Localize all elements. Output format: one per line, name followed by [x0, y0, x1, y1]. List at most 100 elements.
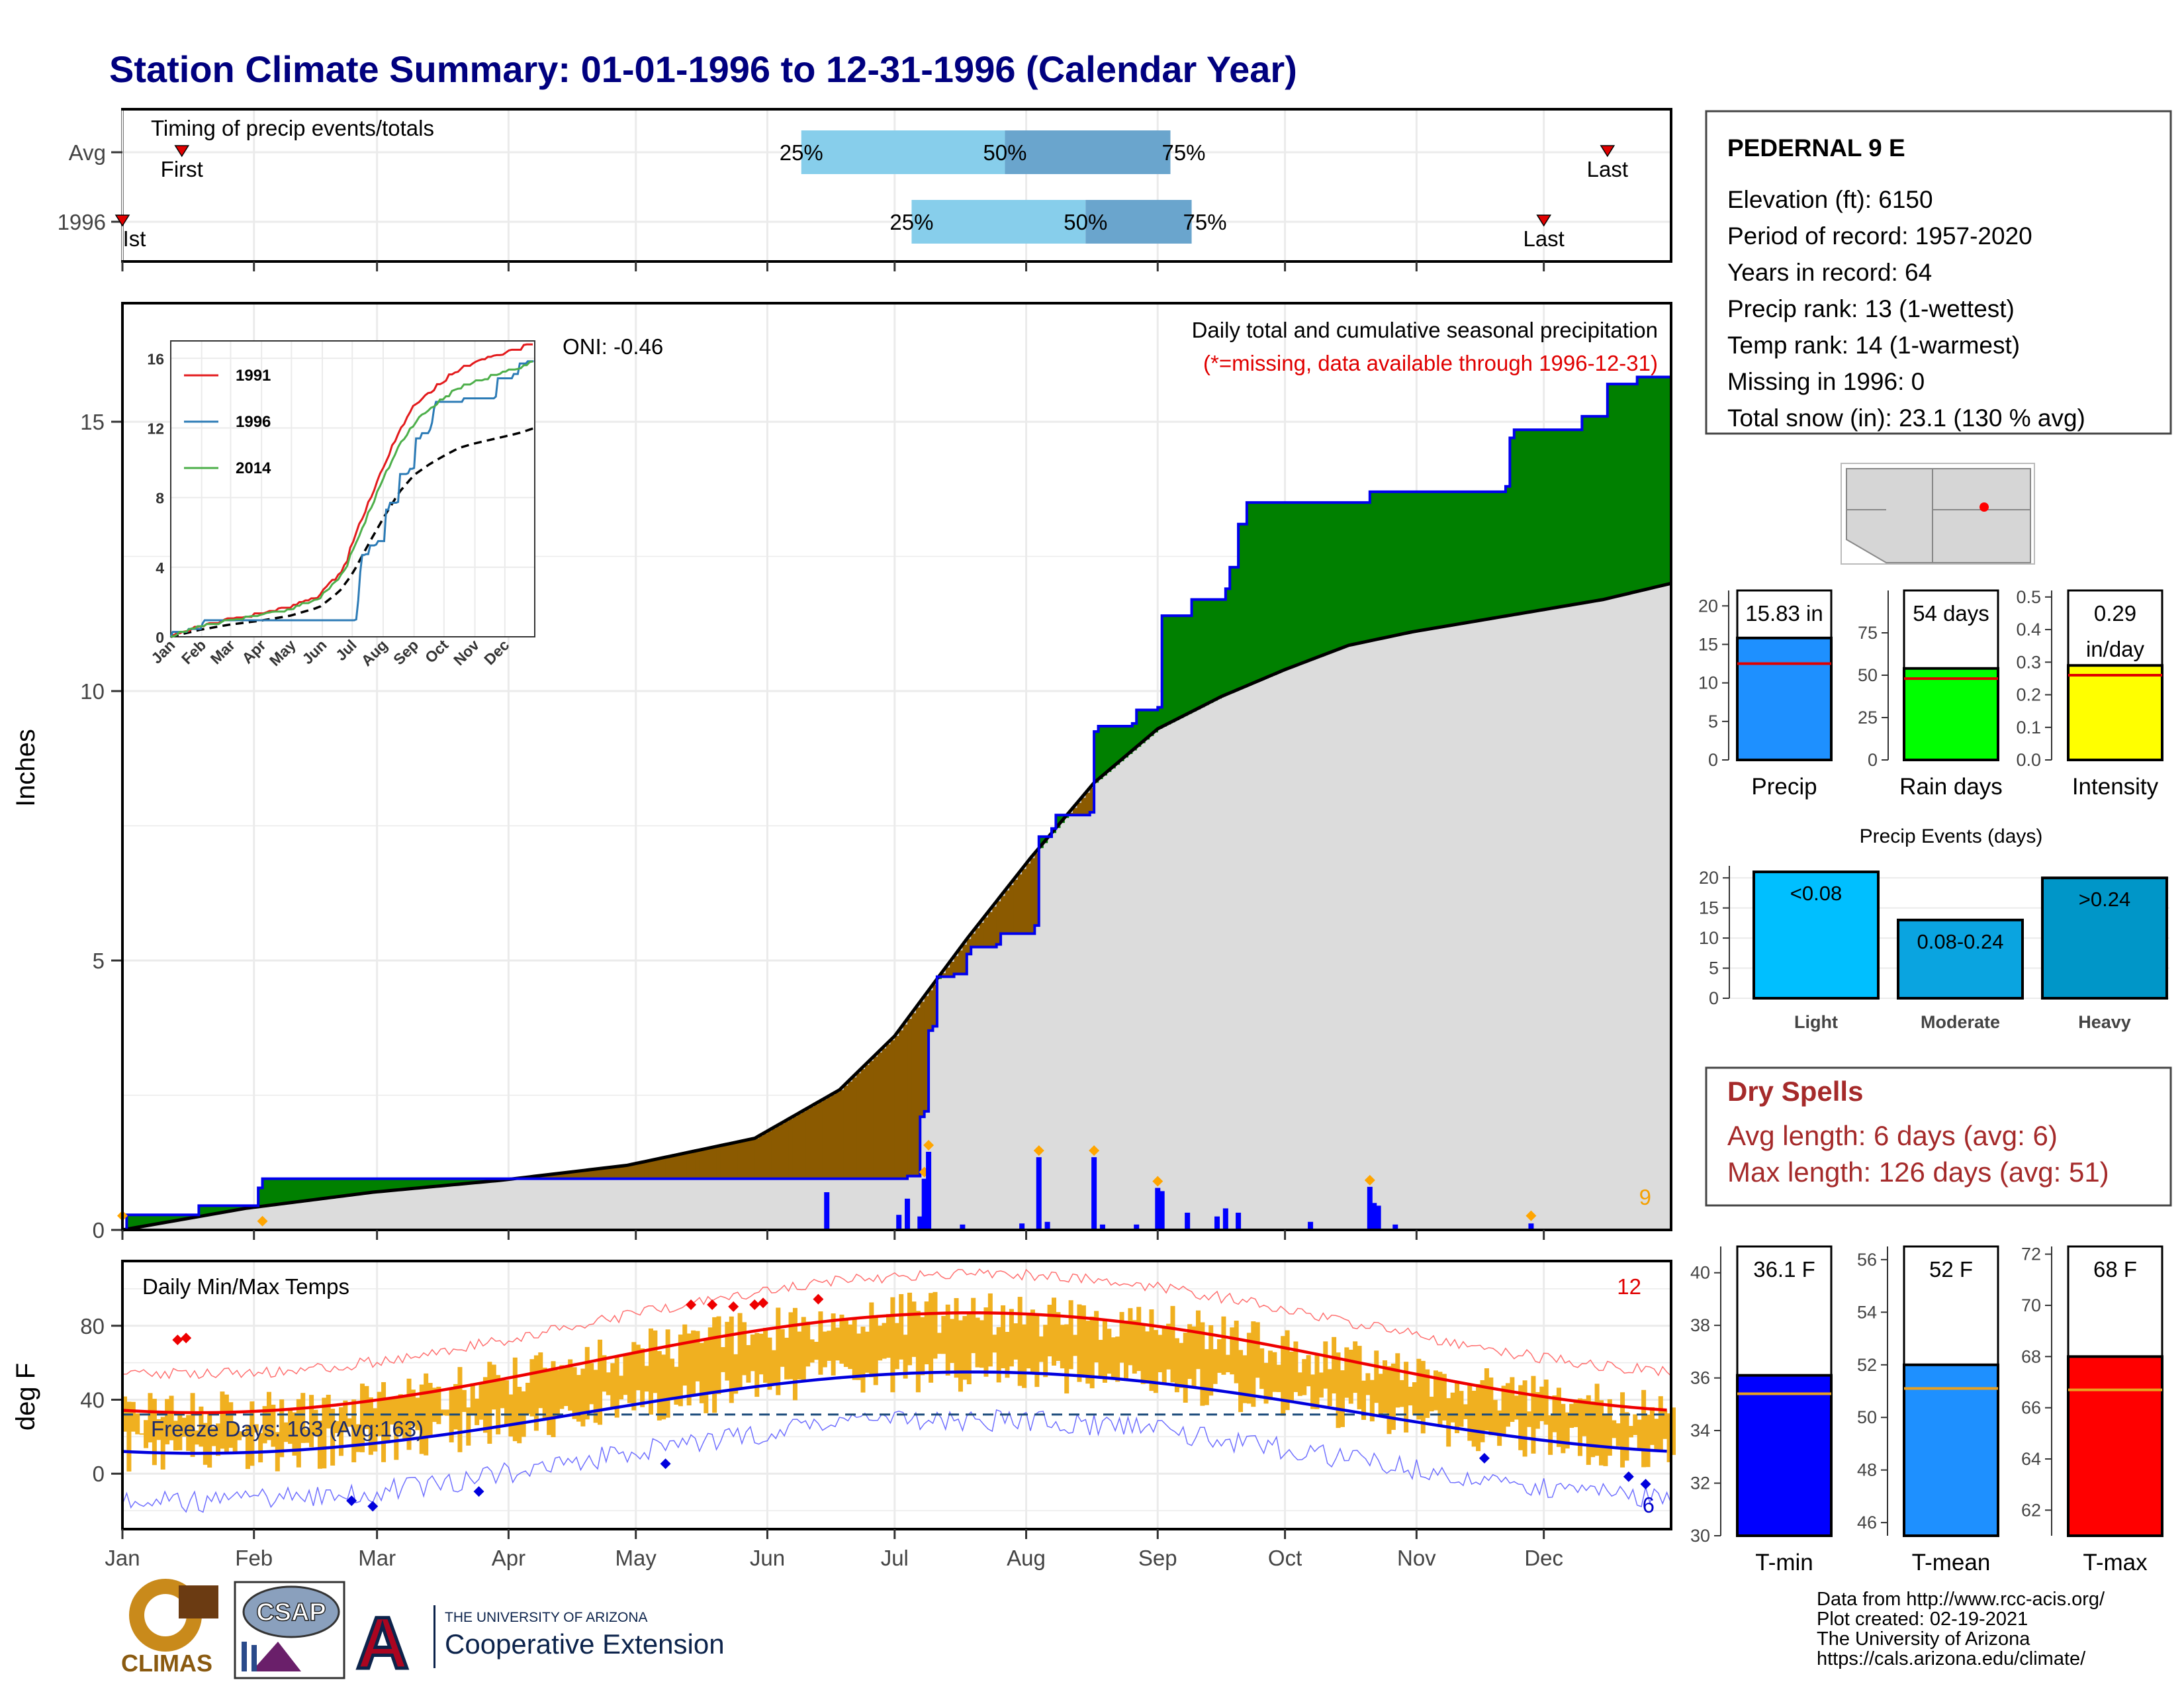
deficit-segment — [987, 912, 993, 947]
surplus-segment — [177, 1215, 183, 1221]
daily-temp-bar — [334, 1421, 340, 1433]
daily-temp-bar — [496, 1375, 501, 1434]
daily-temp-bar — [445, 1409, 450, 1416]
daily-temp-bar — [1408, 1386, 1413, 1406]
stat-ytick-label: 64 — [2021, 1449, 2041, 1469]
csap-logo-text: CSAP — [256, 1599, 326, 1626]
surplus-segment — [1573, 430, 1578, 605]
daily-temp-bar — [635, 1344, 641, 1391]
daily-temp-bar — [1586, 1395, 1591, 1465]
record-high-marker — [728, 1301, 739, 1312]
daily-temp-bar — [1085, 1321, 1091, 1384]
normal-min-line — [122, 1370, 1667, 1455]
daily-temp-bar — [1234, 1321, 1239, 1383]
stat-name-label: Intensity — [2072, 774, 2159, 800]
daily-temp-bar — [368, 1397, 373, 1455]
daily-temp-bar — [313, 1409, 318, 1436]
daily-temp-bar — [712, 1317, 717, 1413]
surplus-segment — [338, 1178, 343, 1197]
daily-temp-bar — [173, 1421, 178, 1451]
daily-temp-bar — [788, 1312, 794, 1380]
daily-temp-bar — [975, 1317, 980, 1368]
daily-temp-bar — [245, 1425, 250, 1470]
daily-temp-bar — [1030, 1309, 1035, 1372]
surplus-segment — [360, 1178, 365, 1194]
daily-temp-bar — [1293, 1341, 1298, 1392]
deficit-segment — [758, 1135, 764, 1179]
surplus-segment — [1480, 491, 1485, 621]
stat-bar-chart: 0.0 0.1 0.2 0.3 0.4 0.5 0.29 in/day Intensity — [2016, 587, 2163, 800]
oni-label: ONI: -0.46 — [563, 334, 663, 359]
daily-temp-bar — [1174, 1338, 1179, 1393]
timing-row-label: Avg — [69, 140, 106, 165]
daily-temp-bar — [271, 1405, 276, 1447]
daily-temp-bar — [1187, 1324, 1193, 1380]
station-info-line: Temp rank: 14 (1-warmest) — [1727, 332, 2020, 359]
daily-temp-bar — [1056, 1312, 1061, 1361]
record-low-marker — [473, 1486, 484, 1497]
timing-bar-50-75 — [1085, 200, 1192, 244]
record-min-line — [122, 1409, 1672, 1513]
footer-line-1: Data from http://www.rcc-acis.org/ — [1817, 1589, 2105, 1610]
surplus-segment — [1497, 491, 1502, 618]
deficit-segment — [619, 1166, 624, 1179]
events-bar — [2041, 876, 2168, 1000]
deficit-segment — [665, 1157, 670, 1179]
surplus-segment — [220, 1205, 225, 1213]
daily-temp-bar — [598, 1339, 603, 1425]
missing-note: (*=missing, data available through 1996-… — [1203, 351, 1658, 375]
daily-temp-bar — [1208, 1325, 1214, 1396]
daily-precip-bar — [1222, 1208, 1228, 1230]
surplus-segment — [1357, 502, 1362, 644]
daily-temp-bar — [907, 1292, 913, 1366]
daily-temp-bar — [657, 1350, 662, 1421]
inset-border — [170, 340, 535, 637]
daily-temp-bar — [915, 1311, 921, 1393]
surplus-segment — [1128, 726, 1133, 755]
daily-temp-bar — [623, 1354, 628, 1395]
daily-temp-bar — [941, 1315, 946, 1354]
deficit-segment — [856, 1073, 862, 1179]
deficit-segment — [653, 1160, 658, 1179]
surplus-segment — [1565, 430, 1570, 606]
surplus-segment — [1586, 416, 1591, 603]
daily-temp-bar — [801, 1317, 806, 1381]
daily-temp-bar — [653, 1330, 658, 1393]
extreme-precip-marker — [1033, 1145, 1044, 1156]
daily-temp-bar — [602, 1355, 607, 1392]
daily-temp-bar — [1289, 1351, 1295, 1402]
ua-logo-small: THE UNIVERSITY OF ARIZONA — [445, 1610, 648, 1625]
daily-temp-bar — [1463, 1404, 1468, 1419]
surplus-segment — [1374, 491, 1379, 640]
surplus-segment — [1594, 416, 1600, 601]
daily-precip-bar — [917, 1216, 923, 1230]
daily-temp-bar — [614, 1357, 619, 1418]
daily-temp-bar — [813, 1342, 819, 1360]
daily-temp-bar — [1242, 1355, 1248, 1403]
daily-temp-bar — [203, 1423, 208, 1465]
surplus-segment — [373, 1178, 378, 1193]
surplus-segment — [173, 1215, 178, 1221]
daily-temp-bar — [1340, 1370, 1345, 1427]
daily-temp-bar — [750, 1334, 755, 1372]
surplus-segment — [126, 1215, 132, 1229]
surplus-segment — [199, 1205, 204, 1217]
surplus-segment — [415, 1178, 420, 1189]
surplus-segment — [203, 1205, 208, 1216]
deficit-segment — [614, 1166, 619, 1179]
deficit-segment — [1005, 890, 1010, 934]
deficit-segment — [729, 1143, 734, 1179]
surplus-segment — [1098, 726, 1103, 779]
surplus-segment — [368, 1178, 373, 1193]
daily-temp-bar — [1522, 1380, 1527, 1457]
daily-temp-bar — [190, 1393, 195, 1457]
daily-temp-bar — [1387, 1366, 1392, 1434]
surplus-segment — [1441, 491, 1447, 627]
daily-temp-bar — [686, 1333, 692, 1406]
stat-value-bar — [1903, 667, 1999, 762]
surplus-segment — [216, 1205, 221, 1214]
surplus-segment — [334, 1178, 340, 1197]
surplus-segment — [207, 1205, 212, 1215]
precip-panel: 0 5 10 15 Daily total and cumulative season… — [11, 302, 1672, 1243]
surplus-segment — [410, 1178, 416, 1189]
